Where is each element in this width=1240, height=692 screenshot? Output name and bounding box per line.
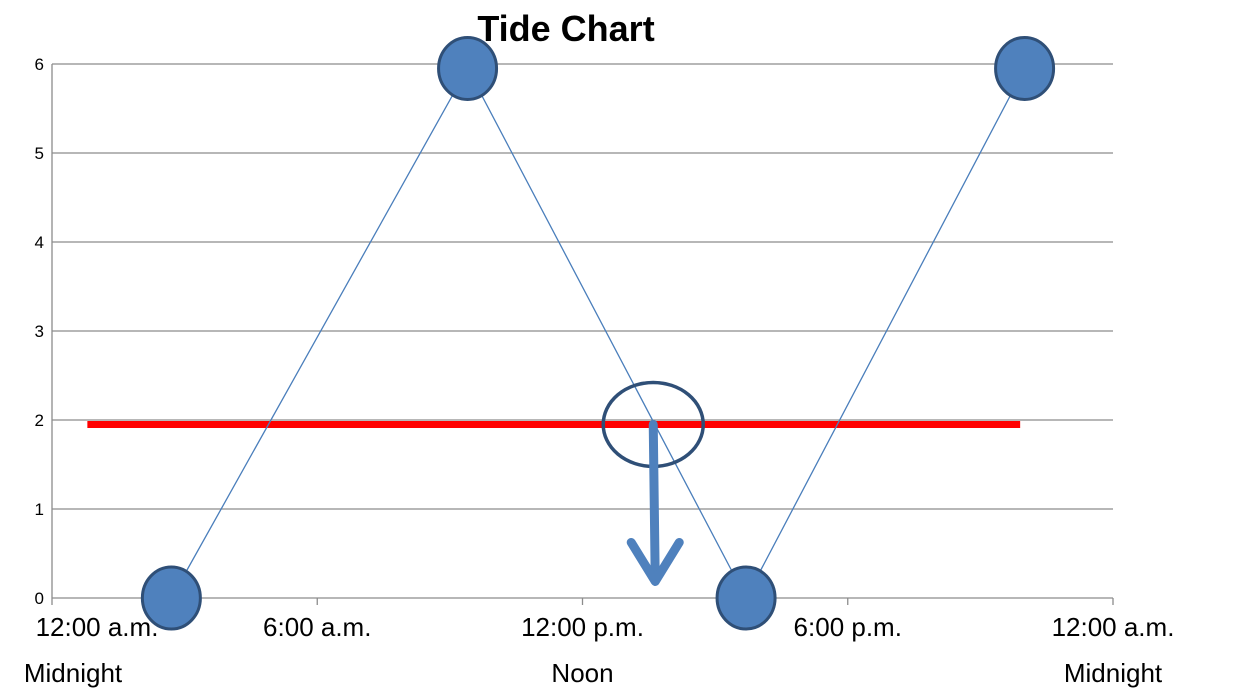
x-tick-label-3: 6:00 p.m. — [794, 612, 902, 642]
axes — [51, 64, 1114, 605]
x-tick-label-4: 12:00 a.m. — [1052, 612, 1175, 642]
y-tick-label-2: 2 — [35, 411, 44, 430]
grid-lines — [52, 63, 1113, 510]
chart-title: Tide Chart — [477, 8, 654, 49]
data-point-2 — [715, 565, 777, 631]
down-arrow-head — [626, 537, 684, 586]
y-tick-label-6: 6 — [35, 55, 44, 74]
highlight-layer — [601, 380, 705, 586]
x-tick-labels: 12:00 a.m. Midnight 6:00 a.m. 12:00 p.m. Noo… — [24, 612, 1175, 688]
data-point-0 — [140, 565, 202, 631]
x-tick-sublabel-2: Noon — [551, 658, 613, 688]
data-point-1 — [437, 35, 499, 101]
data-point-3 — [994, 35, 1056, 101]
y-tick-label-3: 3 — [35, 322, 44, 341]
x-tick-label-2: 12:00 p.m. — [521, 612, 644, 642]
x-tick-label-1: 6:00 a.m. — [263, 612, 371, 642]
y-tick-labels: 0 1 2 3 4 5 6 — [35, 55, 44, 608]
series-layer — [140, 35, 1056, 631]
x-tick-label-0: 12:00 a.m. — [36, 612, 159, 642]
down-arrow-shaft — [648, 419, 660, 584]
y-tick-label-4: 4 — [35, 233, 44, 252]
y-tick-label-5: 5 — [35, 144, 44, 163]
y-tick-label-1: 1 — [35, 500, 44, 519]
x-tick-sublabel-4: Midnight — [1064, 658, 1163, 688]
series-line-0 — [170, 67, 1026, 600]
y-tick-label-0: 0 — [35, 589, 44, 608]
x-tick-sublabel-0: Midnight — [24, 658, 123, 688]
